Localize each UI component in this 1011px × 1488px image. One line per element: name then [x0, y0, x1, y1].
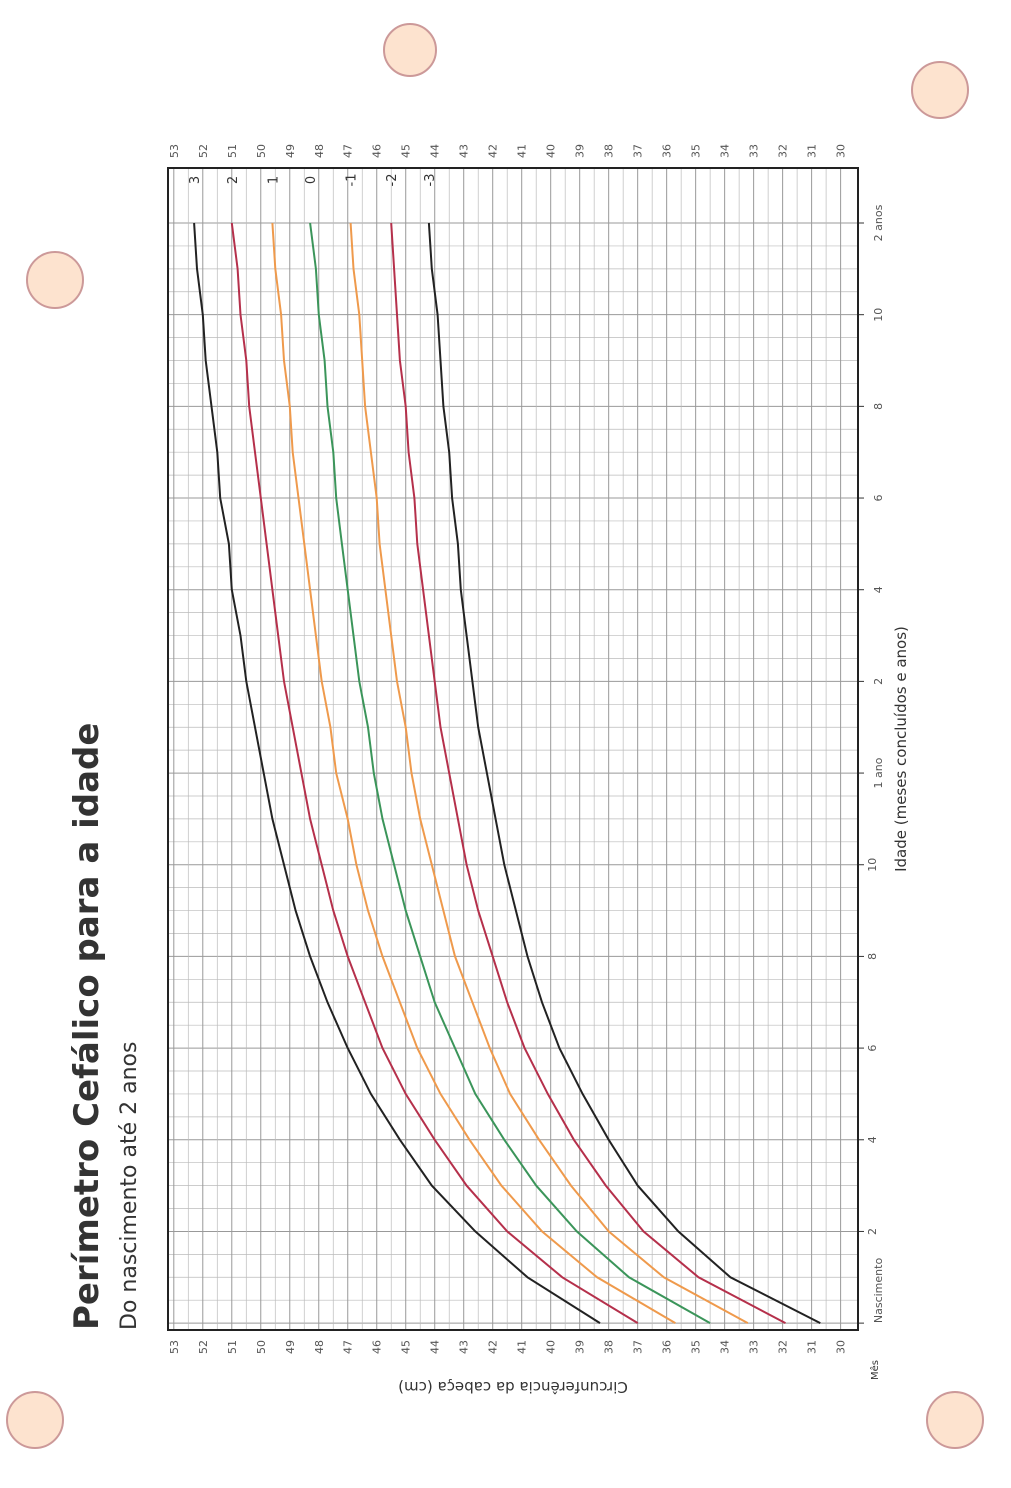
- y-tick-label: 36: [661, 1340, 674, 1354]
- x-unit-label: Mês: [869, 1360, 881, 1380]
- y-tick-label: 46: [371, 1340, 384, 1354]
- y-axis-title: Circunferência da cabeça (cm): [398, 1378, 628, 1396]
- x-tick-label: 2: [866, 1228, 879, 1235]
- x-tick-label: 10: [866, 858, 879, 872]
- y-tick-label: 49: [284, 1340, 297, 1354]
- y-tick-label-right: 39: [574, 144, 587, 158]
- y-tick-label-right: 41: [516, 144, 529, 158]
- y-tick-label: 41: [516, 1340, 529, 1354]
- y-tick-label: 37: [632, 1340, 645, 1354]
- y-tick-label-right: 32: [777, 144, 790, 158]
- y-tick-label: 40: [545, 1340, 558, 1354]
- x-tick-label: 10: [872, 308, 885, 322]
- y-tick-label-right: 50: [255, 144, 268, 158]
- chart-title: Perímetro Cefálico para a idade: [67, 723, 107, 1330]
- y-tick-label: 35: [690, 1340, 703, 1354]
- chart: Perímetro Cefálico para a idade Do nasci…: [0, 0, 1011, 1488]
- y-tick-label-right: 49: [284, 144, 297, 158]
- y-tick-label-right: 35: [690, 144, 703, 158]
- series-label: 2: [226, 176, 241, 184]
- y-tick-label: 52: [197, 1340, 210, 1354]
- y-tick-label-right: 40: [545, 144, 558, 158]
- y-tick-label: 48: [313, 1340, 326, 1354]
- y-tick-label-right: 37: [632, 144, 645, 158]
- y-tick-label: 42: [487, 1340, 500, 1354]
- x-tick-label: 2 anos: [872, 204, 885, 241]
- series-label: -2: [385, 174, 400, 187]
- plot-frame: [168, 168, 858, 1330]
- y-tick-label: 32: [777, 1340, 790, 1354]
- y-tick-label-right: 33: [748, 144, 761, 158]
- y-tick-label-right: 36: [661, 144, 674, 158]
- y-tick-label: 44: [429, 1340, 442, 1354]
- y-tick-label-right: 51: [226, 144, 239, 158]
- series-label: 0: [304, 176, 319, 184]
- y-tick-label-right: 48: [313, 144, 326, 158]
- y-tick-label: 47: [342, 1340, 355, 1354]
- y-tick-label: 51: [226, 1340, 239, 1354]
- x-tick-label: 2: [872, 678, 885, 685]
- y-tick-label-right: 52: [197, 144, 210, 158]
- y-tick-label: 34: [719, 1340, 732, 1354]
- y-tick-label-right: 53: [168, 144, 181, 158]
- x-tick-label: 6: [866, 1045, 879, 1052]
- x-axis-title: Idade (meses concluídos e anos): [892, 626, 910, 872]
- y-tick-label-right: 42: [487, 144, 500, 158]
- y-tick-label-right: 44: [429, 144, 442, 158]
- x-tick-label: Nascimento: [872, 1258, 885, 1324]
- y-tick-label-right: 38: [603, 144, 616, 158]
- series-label: 1: [266, 176, 281, 184]
- x-tick-label: 4: [872, 586, 885, 593]
- y-tick-label-right: 47: [342, 144, 355, 158]
- y-tick-label-right: 45: [400, 144, 413, 158]
- y-tick-label: 38: [603, 1340, 616, 1354]
- x-tick-label: 8: [872, 403, 885, 410]
- y-tick-label-right: 46: [371, 144, 384, 158]
- y-tick-label-right: 43: [458, 144, 471, 158]
- series-label: -3: [423, 174, 438, 187]
- y-tick-label: 45: [400, 1340, 413, 1354]
- decoration: [7, 24, 983, 1448]
- x-tick-label: 8: [866, 953, 879, 960]
- y-tick-label: 50: [255, 1340, 268, 1354]
- y-tick-label: 53: [168, 1340, 181, 1354]
- plot: Perímetro Cefálico para a idade Do nasci…: [67, 144, 910, 1396]
- y-tick-label: 43: [458, 1340, 471, 1354]
- y-tick-label-right: 34: [719, 144, 732, 158]
- y-tick-label: 30: [835, 1340, 848, 1354]
- y-tick-label-right: 31: [806, 144, 819, 158]
- y-tick-label: 33: [748, 1340, 761, 1354]
- series-label: -1: [345, 174, 360, 187]
- y-tick-label: 39: [574, 1340, 587, 1354]
- x-tick-label: 4: [866, 1136, 879, 1143]
- x-tick-label: 6: [872, 495, 885, 502]
- y-tick-label-right: 30: [835, 144, 848, 158]
- x-tick-label: 1 ano: [872, 757, 885, 788]
- y-tick-label: 31: [806, 1340, 819, 1354]
- series-label: 3: [188, 176, 203, 184]
- chart-subtitle: Do nascimento até 2 anos: [117, 1042, 142, 1330]
